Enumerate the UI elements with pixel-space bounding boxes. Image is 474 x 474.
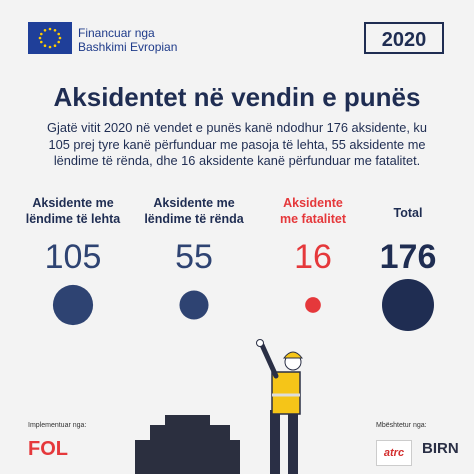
supporter-logo: BIRN bbox=[422, 440, 459, 457]
stat-circle bbox=[52, 284, 94, 326]
funding-text: Financuar nga Bashkimi Evropian bbox=[78, 26, 177, 54]
funding-line: Bashkimi Evropian bbox=[78, 40, 178, 54]
supported-label: Mbështetur nga: bbox=[376, 422, 427, 429]
eu-flag bbox=[28, 22, 72, 54]
description: Gjatë vitit 2020 në vendet e punës kanë … bbox=[47, 120, 427, 168]
stat-label: Aksidente me fatalitet bbox=[280, 196, 346, 226]
stat-circle bbox=[179, 290, 209, 320]
year-box: 2020 bbox=[364, 22, 444, 54]
funding-line: Financuar nga bbox=[78, 26, 155, 40]
stat-label: Total bbox=[393, 206, 423, 220]
implemented-label: Implementuar nga: bbox=[28, 422, 87, 429]
stat-label: Aksidente me lëndime të lehta bbox=[25, 196, 121, 226]
stat-circle bbox=[305, 297, 321, 313]
implementer-logo: FOL bbox=[28, 438, 68, 460]
stat-value: 55 bbox=[175, 238, 213, 276]
worker bbox=[256, 339, 304, 474]
stat-value: 16 bbox=[294, 238, 332, 276]
supporter-logo: atrc bbox=[376, 440, 412, 466]
stat-value: 105 bbox=[44, 238, 102, 276]
title: Aksidentet në vendin e punës bbox=[53, 82, 421, 112]
stat-circle bbox=[382, 279, 434, 331]
stat-value: 176 bbox=[379, 238, 437, 276]
beams bbox=[135, 415, 240, 474]
stat-label: Aksidente me lëndime të rënda bbox=[144, 196, 244, 226]
